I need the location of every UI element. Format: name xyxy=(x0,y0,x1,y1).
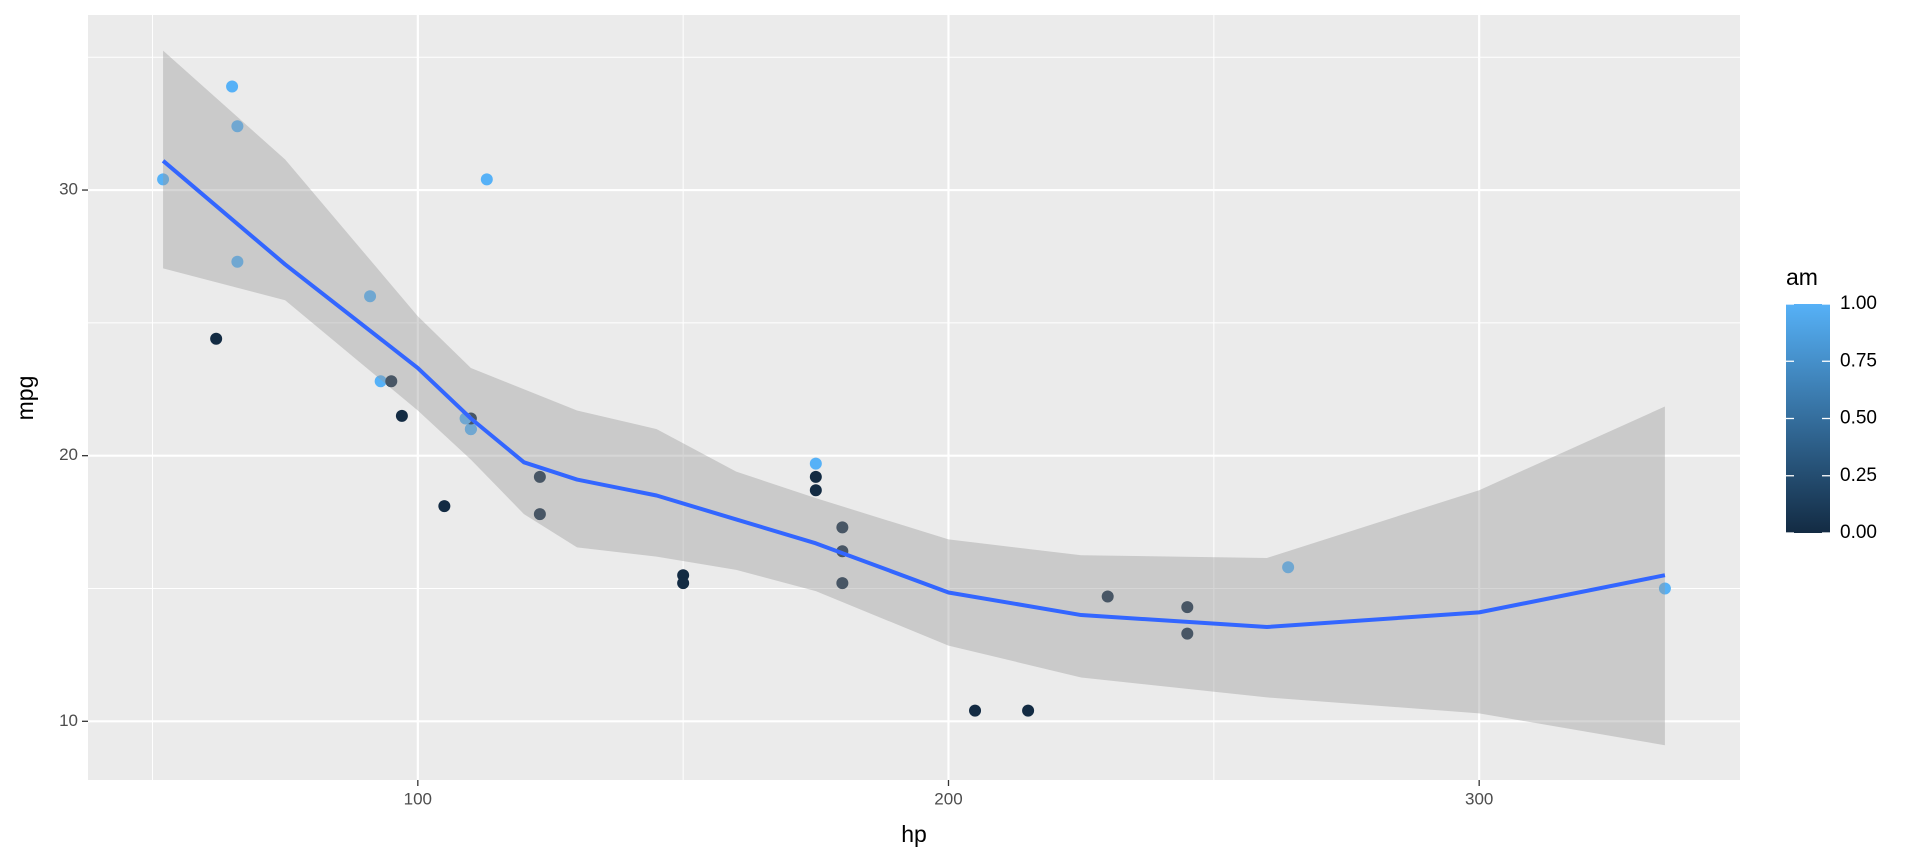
x-tick-label: 200 xyxy=(934,789,962,808)
point xyxy=(1658,582,1671,595)
legend-label: 0.25 xyxy=(1840,465,1877,486)
point xyxy=(231,120,244,133)
point xyxy=(374,375,387,388)
point xyxy=(231,255,244,268)
point xyxy=(969,704,982,717)
point xyxy=(533,470,546,483)
point xyxy=(809,484,822,497)
point xyxy=(364,290,377,303)
smooth-line xyxy=(161,159,1666,629)
point xyxy=(385,375,398,388)
point xyxy=(836,577,849,590)
point xyxy=(464,423,477,436)
point xyxy=(836,521,849,534)
point xyxy=(1022,704,1035,717)
x-tick-label: 300 xyxy=(1465,789,1493,808)
legend-label: 1.00 xyxy=(1840,293,1877,314)
point xyxy=(1181,601,1194,614)
x-axis-title: hp xyxy=(901,821,927,847)
x-tick-label: 100 xyxy=(404,789,432,808)
point xyxy=(1181,627,1194,640)
panel xyxy=(88,15,1740,780)
legend-label: 0.75 xyxy=(1840,350,1877,371)
point xyxy=(677,577,690,590)
point xyxy=(1101,590,1114,603)
point xyxy=(1282,561,1295,574)
y-tick-label: 20 xyxy=(59,445,78,464)
point xyxy=(395,409,408,422)
point xyxy=(809,457,822,470)
point xyxy=(210,332,223,345)
point xyxy=(533,508,546,521)
point xyxy=(438,500,451,513)
point xyxy=(809,470,822,483)
y-tick-label: 30 xyxy=(59,180,78,199)
y-axis-title: mpg xyxy=(12,376,38,421)
legend-title: am xyxy=(1786,264,1818,290)
point xyxy=(157,173,170,186)
point xyxy=(226,80,239,93)
point xyxy=(480,173,493,186)
legend-label: 0.00 xyxy=(1840,522,1877,543)
confidence-ribbon xyxy=(163,50,1665,746)
legend-label: 0.50 xyxy=(1840,408,1877,429)
y-tick-label: 10 xyxy=(59,711,78,730)
